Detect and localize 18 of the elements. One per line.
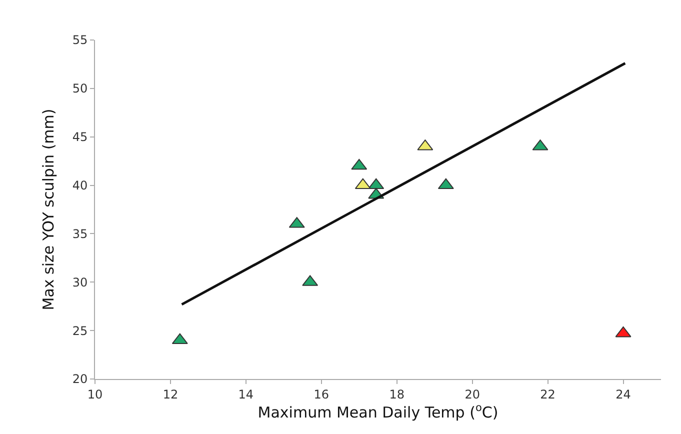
y-tick-label: 55 [72, 33, 88, 48]
y-tick-label: 20 [72, 372, 88, 386]
y-axis-title: Max size YOY sculpin (mm) [40, 108, 58, 310]
x-tick-label: 22 [540, 387, 556, 402]
y-tick-label: 30 [72, 275, 88, 290]
x-axis-title: Maximum Mean Daily Temp ($^{o}$C) [258, 402, 498, 422]
x-tick-label: 16 [314, 387, 330, 402]
x-tick-label: 12 [162, 387, 178, 402]
y-tick-label: 35 [72, 226, 88, 241]
y-tick-label: 50 [72, 82, 88, 96]
y-tick-label: 40 [72, 178, 88, 192]
x-tick-label: 18 [389, 387, 405, 402]
x-tick-label: 24 [616, 387, 631, 402]
x-tick-label: 20 [464, 387, 480, 402]
x-tick-label: 14 [238, 387, 254, 402]
x-tick-label: 10 [87, 387, 103, 402]
y-tick-label: 45 [72, 130, 88, 144]
y-tick-label: 25 [72, 324, 88, 338]
